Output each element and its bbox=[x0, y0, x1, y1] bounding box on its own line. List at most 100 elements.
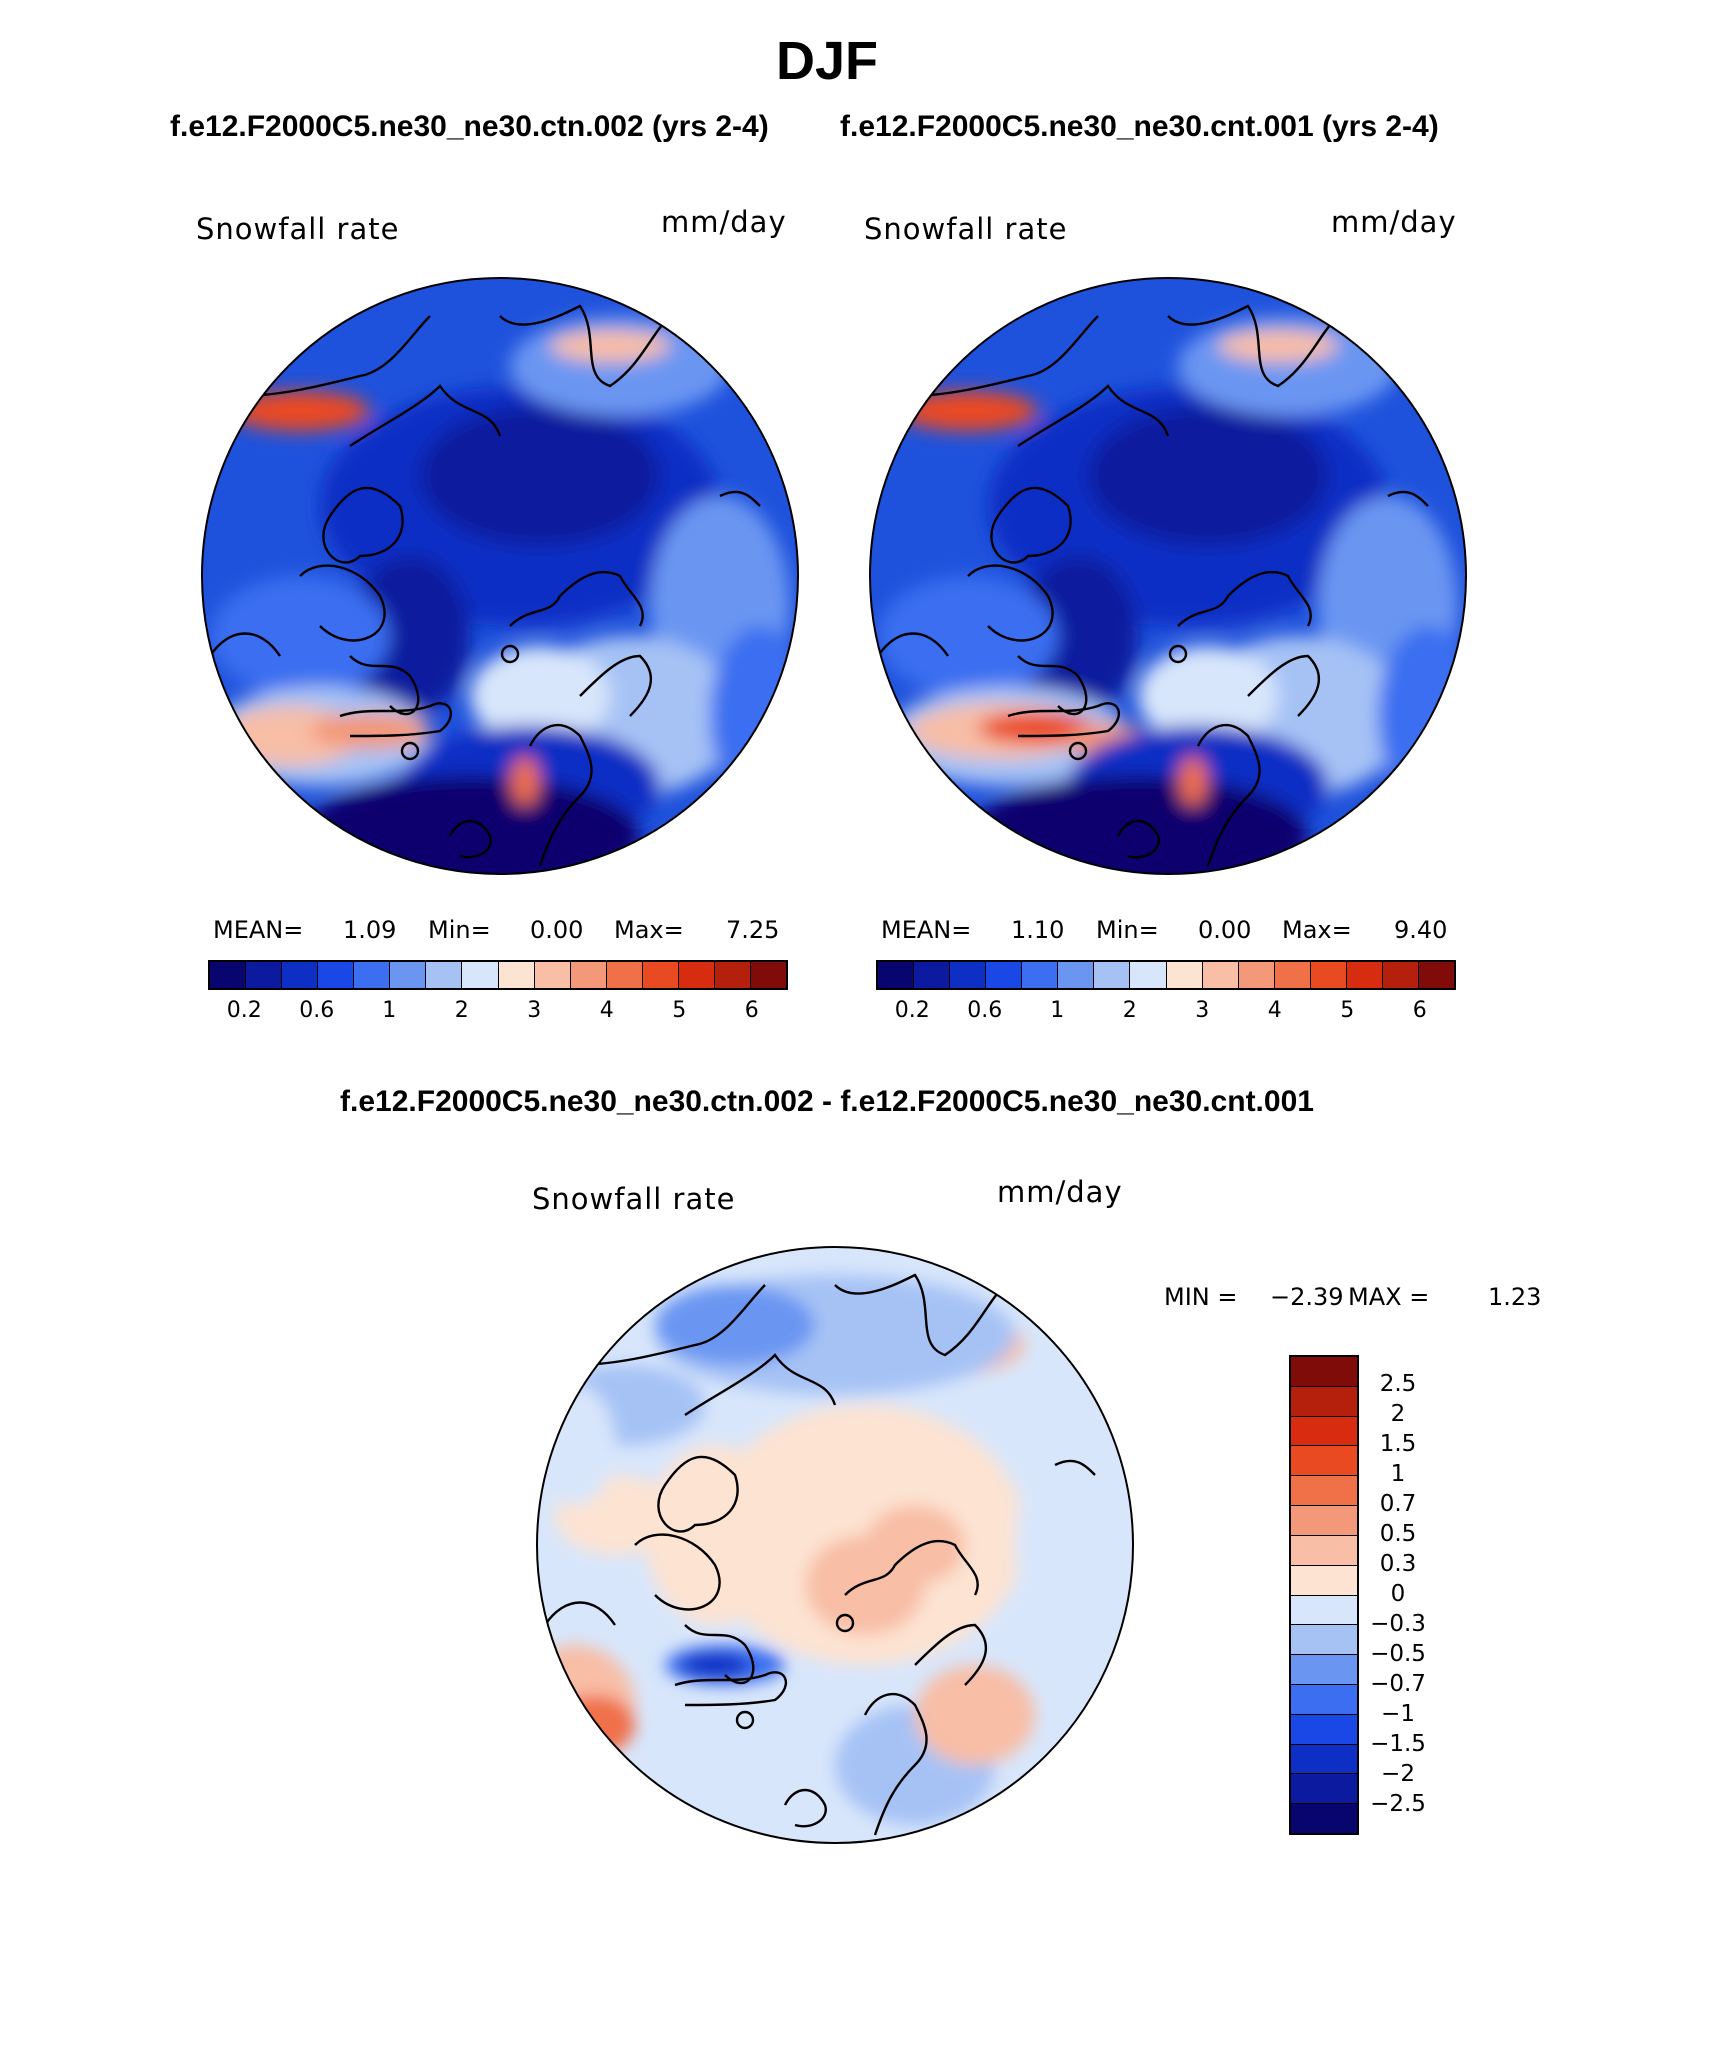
colorbar-tick-label: 0.5 bbox=[1379, 1521, 1417, 1547]
colorbar-tick-label: −1.5 bbox=[1370, 1731, 1426, 1757]
colorbar-tick-label: −0.7 bbox=[1370, 1671, 1426, 1697]
colorbar-swatch bbox=[642, 962, 679, 988]
colorbar-tick-label: −0.3 bbox=[1370, 1611, 1426, 1637]
colorbar-tick-label: −0.5 bbox=[1370, 1641, 1426, 1667]
colorbar-tick-label: 2 bbox=[1390, 1401, 1406, 1427]
colorbar-swatch bbox=[1418, 962, 1454, 988]
colorbar-tick-label: 1 bbox=[1390, 1461, 1406, 1487]
panel2-variable-label: Snowfall rate bbox=[864, 212, 1068, 246]
colorbar-swatch bbox=[1291, 1774, 1357, 1805]
colorbar-tick-label: 0.3 bbox=[1379, 1551, 1417, 1577]
diff-title: f.e12.F2000C5.ne30_ne30.ctn.002 - f.e12.… bbox=[340, 1085, 1314, 1118]
colorbar-swatch bbox=[1202, 962, 1239, 988]
colorbar-tick-label: 1.5 bbox=[1379, 1431, 1417, 1457]
colorbar-swatch bbox=[1346, 962, 1383, 988]
panel1-colorbar bbox=[208, 960, 788, 990]
diff-min-value: −2.39 bbox=[1270, 1283, 1344, 1311]
panel2-map-border bbox=[869, 277, 1467, 875]
colorbar-swatch bbox=[878, 962, 915, 988]
colorbar-swatch bbox=[1094, 962, 1131, 988]
panel1-mean-label: MEAN= bbox=[213, 916, 304, 944]
colorbar-tick-label: 0.7 bbox=[1379, 1491, 1417, 1517]
colorbar-swatch bbox=[282, 962, 319, 988]
colorbar-swatch bbox=[1291, 1506, 1357, 1536]
colorbar-tick-label: −1 bbox=[1381, 1701, 1415, 1727]
colorbar-swatch bbox=[1310, 962, 1347, 988]
panel1-variable-label: Snowfall rate bbox=[196, 212, 400, 246]
colorbar-tick-label: 6 bbox=[744, 998, 759, 1023]
panel1-min-label: Min= bbox=[428, 916, 491, 944]
colorbar-swatch bbox=[1291, 1565, 1357, 1596]
colorbar-tick-label: −2.5 bbox=[1370, 1791, 1426, 1817]
colorbar-swatch bbox=[950, 962, 987, 988]
diff-min-label: MIN = bbox=[1164, 1283, 1238, 1311]
diff-snowfall-field bbox=[537, 1247, 1133, 1843]
panel1-units-label: mm/day bbox=[661, 205, 787, 239]
colorbar-swatch bbox=[390, 962, 427, 988]
diff-colorbar-ticks: 2.5 2 1.5 1 0.7 0.5 0.3 0 −0.3 −0.5 −0.7 −1 −1.5 −2 −2… bbox=[1358, 1355, 1438, 1835]
colorbar-swatch bbox=[1291, 1625, 1357, 1656]
diff-colorbar bbox=[1289, 1355, 1359, 1835]
colorbar-swatch bbox=[1130, 962, 1167, 988]
colorbar-tick-label: 3 bbox=[1195, 998, 1210, 1023]
colorbar-swatch bbox=[750, 962, 786, 988]
colorbar-swatch bbox=[534, 962, 571, 988]
colorbar-tick-label: 4 bbox=[599, 998, 614, 1023]
colorbar-swatch bbox=[246, 962, 283, 988]
colorbar-swatch bbox=[1058, 962, 1095, 988]
panel1-mean-value: 1.09 bbox=[343, 916, 397, 944]
colorbar-swatch bbox=[1238, 962, 1275, 988]
colorbar-tick-label: 6 bbox=[1412, 998, 1427, 1023]
colorbar-swatch bbox=[1291, 1714, 1357, 1745]
panel1-min-value: 0.00 bbox=[530, 916, 584, 944]
subtitle-left: f.e12.F2000C5.ne30_ne30.ctn.002 (yrs 2-4… bbox=[170, 110, 769, 143]
panel1-colorbar-ticks: 0.2 0.6 1 2 3 4 5 6 bbox=[208, 998, 788, 1028]
colorbar-swatch bbox=[1274, 962, 1311, 988]
diff-coastlines bbox=[544, 1273, 1096, 1836]
colorbar-tick-label: 5 bbox=[1340, 998, 1355, 1023]
panel2-min-label: Min= bbox=[1096, 916, 1159, 944]
colorbar-swatch bbox=[1291, 1744, 1357, 1775]
colorbar-tick-label: 1 bbox=[1050, 998, 1065, 1023]
colorbar-swatch bbox=[354, 962, 391, 988]
colorbar-swatch bbox=[1382, 962, 1419, 988]
colorbar-swatch bbox=[1291, 1416, 1357, 1447]
colorbar-swatch bbox=[1291, 1386, 1357, 1417]
main-title: DJF bbox=[775, 31, 878, 91]
panel2-units-label: mm/day bbox=[1331, 205, 1457, 239]
panel2-max-label: Max= bbox=[1282, 916, 1352, 944]
colorbar-swatch bbox=[1291, 1535, 1357, 1566]
panel2-max-value: 9.40 bbox=[1394, 916, 1448, 944]
panel1-max-label: Max= bbox=[614, 916, 684, 944]
panel1-map-border bbox=[201, 277, 799, 875]
colorbar-tick-label: 2.5 bbox=[1379, 1371, 1417, 1397]
colorbar-swatch bbox=[426, 962, 463, 988]
colorbar-swatch bbox=[462, 962, 499, 988]
panel2-mean-label: MEAN= bbox=[881, 916, 972, 944]
diff-units-label: mm/day bbox=[997, 1175, 1123, 1209]
colorbar-swatch bbox=[1291, 1446, 1357, 1477]
panel1-snowfall-field bbox=[202, 278, 798, 874]
diff-variable-label: Snowfall rate bbox=[532, 1182, 736, 1216]
diff-max-label: MAX = bbox=[1348, 1283, 1430, 1311]
panel2-min-value: 0.00 bbox=[1198, 916, 1252, 944]
colorbar-tick-label: 5 bbox=[672, 998, 687, 1023]
diff-map-border bbox=[536, 1246, 1134, 1844]
colorbar-swatch bbox=[914, 962, 951, 988]
diff-polar-map bbox=[536, 1246, 1134, 1844]
subtitle-right: f.e12.F2000C5.ne30_ne30.cnt.001 (yrs 2-4… bbox=[840, 110, 1439, 143]
panel2-mean-value: 1.10 bbox=[1011, 916, 1065, 944]
colorbar-swatch bbox=[498, 962, 535, 988]
colorbar-swatch bbox=[1291, 1476, 1357, 1507]
colorbar-tick-label: 0.6 bbox=[299, 998, 335, 1023]
colorbar-swatch bbox=[570, 962, 607, 988]
panel1-coastlines bbox=[209, 304, 761, 867]
colorbar-tick-label: 0.2 bbox=[894, 998, 930, 1023]
colorbar-swatch bbox=[318, 962, 355, 988]
colorbar-tick-label: 1 bbox=[382, 998, 397, 1023]
panel1-max-value: 7.25 bbox=[726, 916, 780, 944]
colorbar-swatch bbox=[1022, 962, 1059, 988]
panel2-coastlines bbox=[877, 304, 1429, 867]
colorbar-tick-label: −2 bbox=[1381, 1761, 1415, 1787]
colorbar-swatch bbox=[1166, 962, 1203, 988]
